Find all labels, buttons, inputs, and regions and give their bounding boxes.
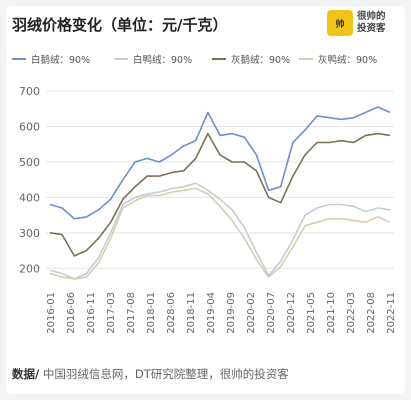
legend: 白鹅绒：90% 白鸭绒：90% 灰鹅绒：90% 灰鸭绒：90% [12, 52, 397, 66]
legend-item-white-goose: 白鹅绒：90% [12, 52, 90, 66]
chart-card [6, 6, 405, 394]
series-line-1 [49, 182, 391, 280]
x-tick-label: 2021-05 [306, 292, 317, 334]
y-tick-label: 200 [19, 262, 40, 275]
x-tick-label: 2019-04 [206, 292, 217, 334]
legend-swatch [114, 58, 128, 60]
x-tick-label: 2017-08 [126, 292, 137, 334]
source-note: 数据/ 中国羽绒信息网，DT研究院整理，很帅的投资客 [12, 366, 289, 382]
y-tick-label: 400 [19, 191, 40, 204]
y-tick-label: 300 [19, 227, 40, 240]
x-tick-label: 2022-11 [386, 292, 397, 334]
legend-label: 白鹅绒：90% [31, 55, 91, 66]
x-tick-label: 2022-08 [366, 292, 377, 334]
series-line-3 [49, 187, 391, 280]
legend-label: 灰鹅绒：90% [231, 55, 291, 66]
source-text: 中国羽绒信息网，DT研究院整理，很帅的投资客 [39, 367, 289, 381]
page-title: 羽绒价格变化（单位：元/千克） [12, 16, 228, 34]
x-tick-label: 2020-12 [286, 292, 297, 334]
series-line-0 [49, 106, 391, 220]
x-tick-label: 2021-10 [326, 292, 337, 334]
x-tick-label: 2020-07 [266, 292, 277, 334]
legend-label: 灰鸭绒：90% [318, 55, 378, 66]
x-tick-label: 2017-03 [106, 292, 117, 334]
x-tick-label: 2016-01 [46, 292, 57, 334]
legend-swatch [12, 58, 26, 60]
x-tick-label: 2020-02 [246, 292, 257, 334]
legend-swatch [299, 58, 313, 60]
source-prefix: 数据/ [12, 367, 40, 381]
legend-item-white-duck: 白鸭绒：90% [114, 52, 192, 66]
logo-text: 很帅的 投资客 [357, 11, 397, 35]
legend-label: 白鸭绒：90% [133, 55, 193, 66]
x-tick-label: 2016-06 [66, 292, 77, 334]
logo-icon: 帅 [327, 10, 353, 36]
legend-item-grey-goose: 灰鹅绒：90% [212, 52, 290, 66]
y-tick-label: 500 [19, 156, 40, 169]
x-tick-label: 2018-01 [146, 292, 157, 334]
x-tick-label: 2022-03 [346, 292, 357, 334]
legend-swatch [212, 58, 226, 60]
x-tick-label: 2019-09 [226, 292, 237, 334]
series-line-2 [49, 132, 391, 257]
legend-item-grey-duck: 灰鸭绒：90% [299, 52, 377, 66]
logo-line-2: 投资客 [357, 23, 386, 34]
x-tick-label: 2016-11 [86, 292, 97, 334]
y-tick-label: 700 [19, 85, 40, 98]
y-tick-label: 600 [19, 121, 40, 134]
x-tick-label: 2018-11 [186, 292, 197, 334]
logo-line-1: 很帅的 [357, 11, 386, 22]
x-tick-label: 2028-06 [166, 292, 177, 334]
